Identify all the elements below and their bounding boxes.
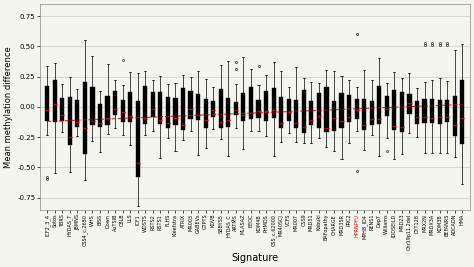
PathPatch shape bbox=[128, 92, 132, 122]
PathPatch shape bbox=[204, 99, 208, 128]
Y-axis label: Mean methylation difference: Mean methylation difference bbox=[4, 46, 13, 168]
PathPatch shape bbox=[181, 88, 185, 130]
PathPatch shape bbox=[143, 86, 147, 124]
PathPatch shape bbox=[324, 87, 328, 132]
PathPatch shape bbox=[407, 94, 411, 113]
PathPatch shape bbox=[453, 96, 457, 136]
PathPatch shape bbox=[219, 89, 223, 128]
PathPatch shape bbox=[158, 92, 163, 124]
PathPatch shape bbox=[234, 102, 238, 115]
PathPatch shape bbox=[438, 100, 442, 124]
PathPatch shape bbox=[264, 91, 268, 121]
PathPatch shape bbox=[196, 94, 200, 120]
PathPatch shape bbox=[189, 91, 192, 119]
PathPatch shape bbox=[53, 80, 57, 122]
PathPatch shape bbox=[332, 101, 336, 131]
PathPatch shape bbox=[166, 97, 170, 128]
PathPatch shape bbox=[173, 98, 178, 125]
PathPatch shape bbox=[302, 90, 306, 133]
X-axis label: Signature: Signature bbox=[231, 253, 278, 263]
PathPatch shape bbox=[445, 100, 449, 122]
PathPatch shape bbox=[256, 100, 261, 118]
PathPatch shape bbox=[75, 100, 80, 127]
PathPatch shape bbox=[98, 104, 102, 127]
PathPatch shape bbox=[241, 93, 246, 121]
PathPatch shape bbox=[226, 99, 230, 127]
PathPatch shape bbox=[106, 96, 109, 125]
PathPatch shape bbox=[136, 101, 140, 178]
PathPatch shape bbox=[294, 100, 298, 128]
PathPatch shape bbox=[339, 93, 344, 128]
PathPatch shape bbox=[400, 92, 404, 132]
PathPatch shape bbox=[430, 99, 434, 123]
PathPatch shape bbox=[460, 80, 465, 144]
PathPatch shape bbox=[249, 87, 253, 119]
PathPatch shape bbox=[68, 97, 72, 145]
PathPatch shape bbox=[279, 97, 283, 128]
PathPatch shape bbox=[415, 101, 419, 124]
PathPatch shape bbox=[422, 99, 427, 123]
PathPatch shape bbox=[347, 95, 351, 122]
PathPatch shape bbox=[272, 88, 276, 118]
PathPatch shape bbox=[392, 90, 396, 130]
PathPatch shape bbox=[355, 99, 359, 119]
PathPatch shape bbox=[362, 99, 366, 130]
PathPatch shape bbox=[287, 99, 291, 121]
PathPatch shape bbox=[385, 96, 389, 116]
PathPatch shape bbox=[377, 86, 382, 124]
PathPatch shape bbox=[309, 101, 313, 125]
PathPatch shape bbox=[113, 91, 117, 115]
PathPatch shape bbox=[45, 86, 49, 121]
PathPatch shape bbox=[83, 82, 87, 154]
PathPatch shape bbox=[60, 98, 64, 121]
PathPatch shape bbox=[151, 92, 155, 117]
PathPatch shape bbox=[120, 100, 125, 122]
PathPatch shape bbox=[317, 93, 321, 128]
PathPatch shape bbox=[91, 87, 94, 125]
PathPatch shape bbox=[211, 101, 215, 117]
PathPatch shape bbox=[370, 101, 374, 125]
